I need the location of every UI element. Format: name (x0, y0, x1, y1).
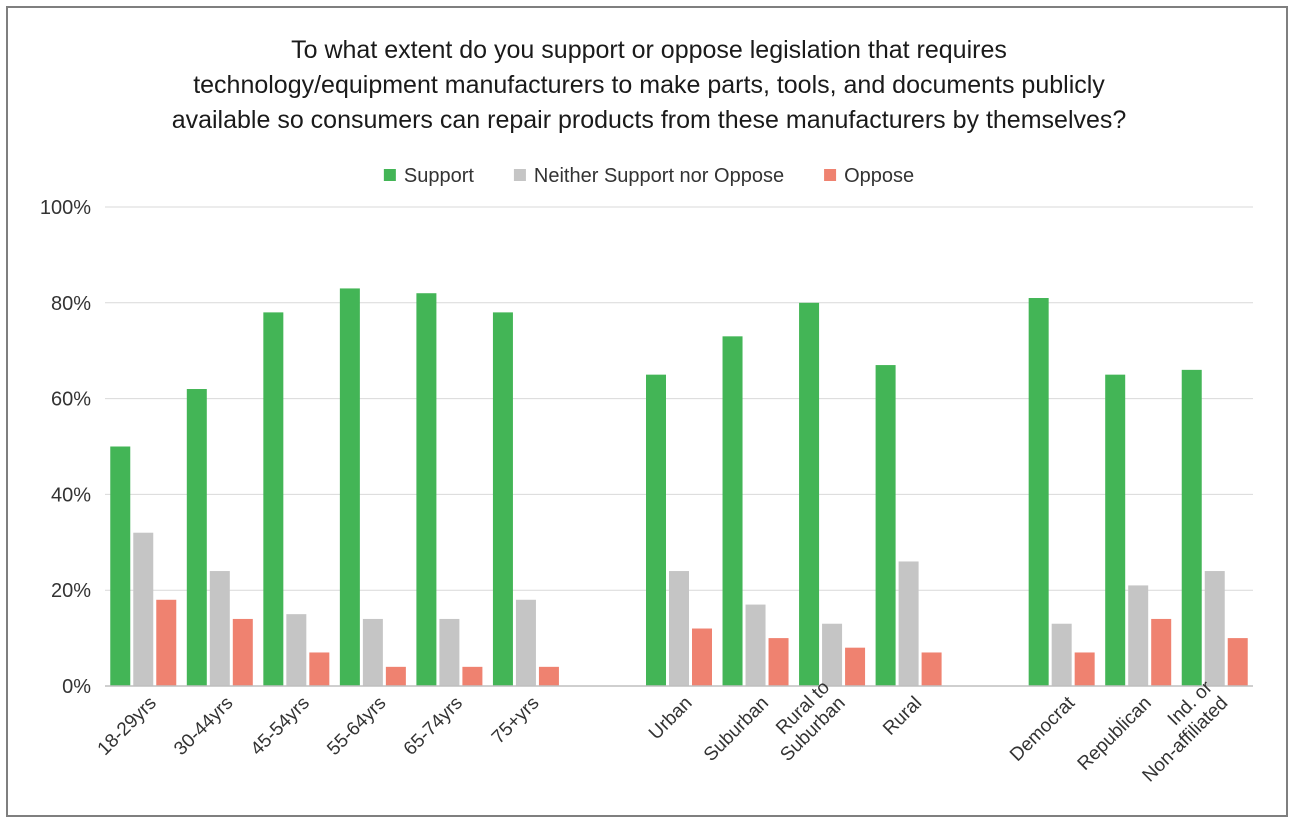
bar-support (1181, 369, 1202, 686)
bar-support (339, 288, 360, 686)
chart-title-line-1: To what extent do you support or oppose … (291, 36, 1007, 64)
x-tick-label: Democrat (1006, 692, 1080, 766)
legend-swatch (824, 169, 837, 181)
bar-neither-support-nor-oppose (1051, 623, 1072, 686)
x-tick-label: 45-54yrs (247, 693, 314, 760)
bar-support (492, 312, 513, 686)
bar-support (799, 302, 820, 686)
bar-oppose (1074, 652, 1095, 686)
chart-title-line-2: technology/equipment manufacturers to ma… (193, 71, 1105, 99)
bar-support (186, 389, 207, 686)
x-tick-label: Republican (1074, 693, 1156, 775)
bar-neither-support-nor-oppose (669, 571, 689, 686)
chart-title: To what extent do you support or oppose … (172, 36, 1127, 134)
bar-oppose (462, 666, 483, 686)
x-tick-label: 55-64yrs (323, 693, 390, 760)
y-tick-label: 60% (51, 389, 91, 411)
x-axis: 18-29yrs 30-44yrs 45-54yrs 55-64yrs 65-74yrs… (94, 677, 1233, 787)
bar-oppose (385, 666, 406, 686)
legend: Support Neither Support nor Oppose Oppose (383, 165, 914, 187)
bar-oppose (692, 628, 712, 686)
legend-label: Support (404, 165, 474, 187)
y-axis: 0% 20% 40% 60% 80% 100% (40, 197, 91, 698)
bar-oppose (768, 638, 789, 686)
legend-swatch (383, 169, 396, 181)
x-tick-label: Urban (645, 693, 696, 744)
bar-oppose (538, 666, 559, 686)
bars (110, 288, 1248, 686)
bar-oppose (309, 652, 330, 686)
chart-title-line-3: available so consumers can repair produc… (172, 106, 1127, 134)
bar-support (110, 446, 131, 686)
bar-neither-support-nor-oppose (515, 599, 536, 686)
bar-support (263, 312, 284, 686)
bar-support (416, 293, 437, 686)
y-tick-label: 40% (51, 484, 91, 506)
bar-neither-support-nor-oppose (745, 604, 766, 686)
bar-neither-support-nor-oppose (822, 623, 843, 686)
legend-label: Neither Support nor Oppose (534, 165, 784, 187)
bar-oppose (1151, 618, 1172, 686)
x-tick-label: 75+yrs (488, 693, 544, 749)
bar-neither-support-nor-oppose (286, 614, 307, 686)
bar-neither-support-nor-oppose (898, 561, 919, 686)
x-tick-label: 18-29yrs (94, 693, 161, 760)
bar-support (646, 374, 666, 686)
bar-support (875, 365, 896, 686)
bar-neither-support-nor-oppose (439, 618, 460, 686)
bar-neither-support-nor-oppose (209, 571, 230, 686)
x-tick-label: Rural (879, 693, 926, 740)
bar-oppose (921, 652, 942, 686)
bar-neither-support-nor-oppose (362, 618, 383, 686)
bar-support (1028, 298, 1049, 686)
bar-oppose (1227, 638, 1248, 686)
y-tick-label: 20% (51, 580, 91, 602)
legend-swatch (513, 169, 526, 181)
bar-support (722, 336, 743, 686)
bar-neither-support-nor-oppose (1204, 571, 1225, 686)
x-tick-label: Suburban (700, 693, 773, 766)
y-tick-label: 0% (62, 676, 91, 698)
bar-oppose (232, 618, 253, 686)
y-tick-label: 100% (40, 197, 91, 219)
bar-support (1105, 374, 1126, 686)
bar-neither-support-nor-oppose (1128, 585, 1149, 686)
x-tick-label: 30-44yrs (170, 693, 237, 760)
x-tick-label: 65-74yrs (400, 693, 467, 760)
bar-oppose (845, 647, 866, 686)
bar-neither-support-nor-oppose (133, 532, 154, 686)
y-tick-label: 80% (51, 293, 91, 315)
gridlines (105, 206, 1253, 591)
x-tick-label: Rural toSuburban (761, 677, 850, 766)
legend-label: Oppose (844, 165, 914, 187)
bar-oppose (156, 599, 177, 686)
